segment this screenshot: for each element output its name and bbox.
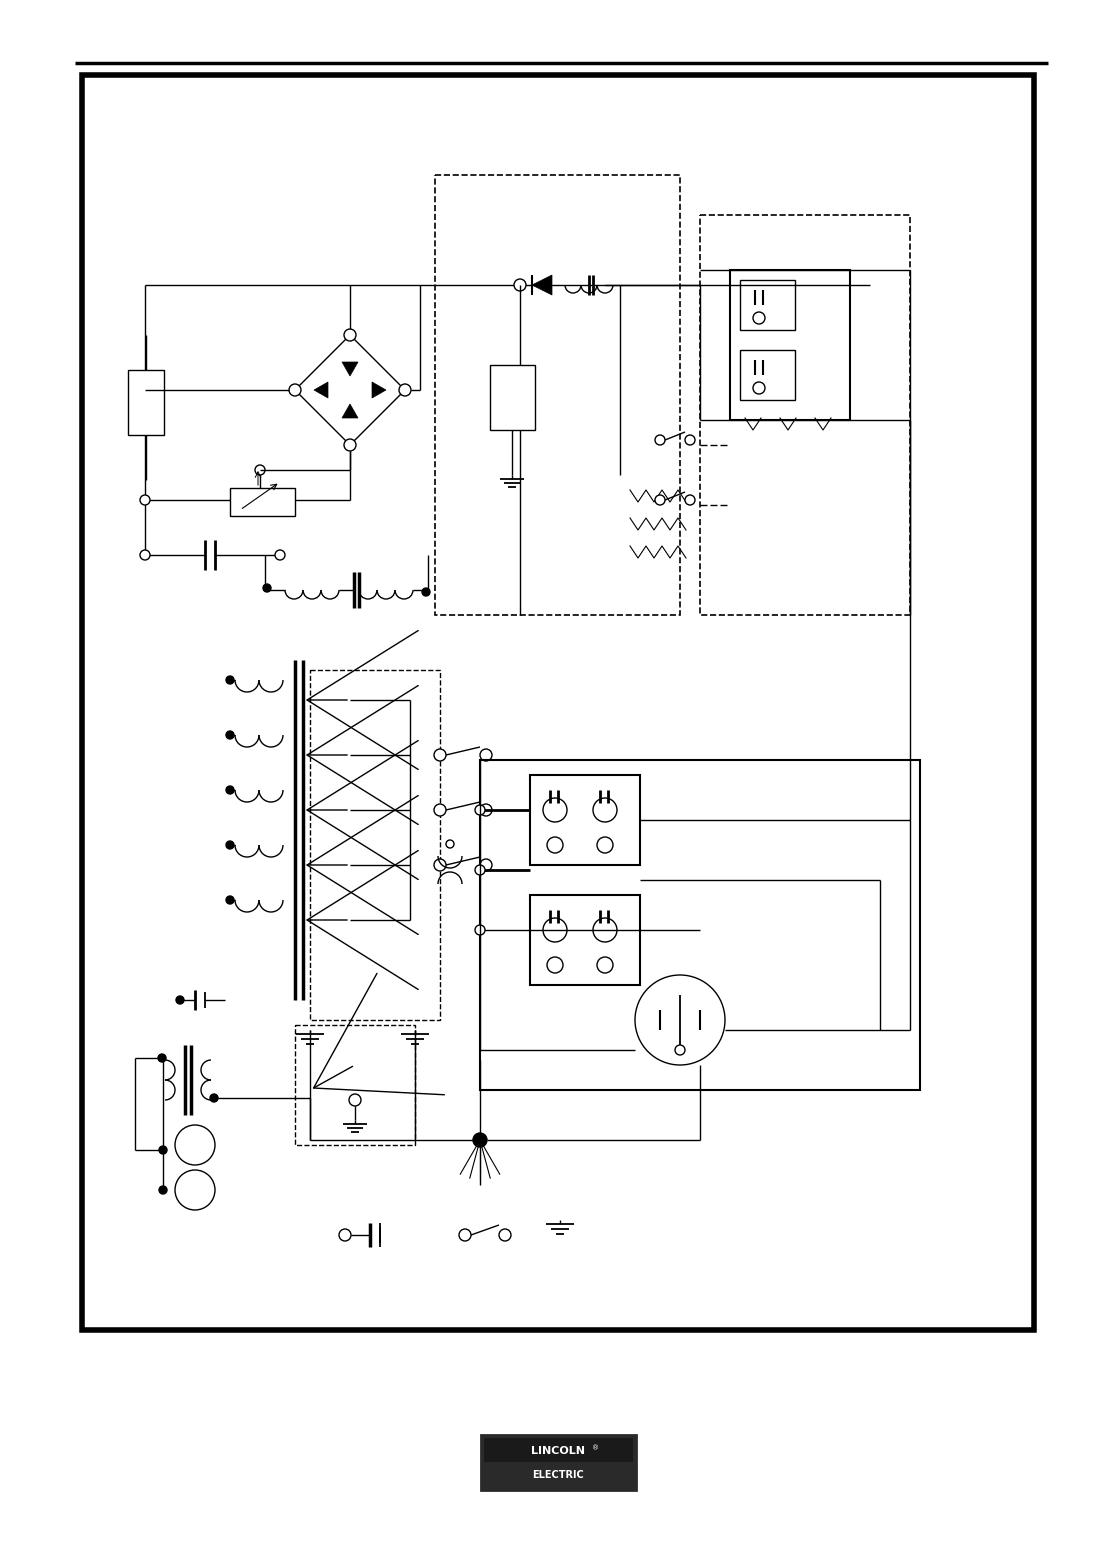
Polygon shape xyxy=(532,275,552,295)
Circle shape xyxy=(499,1228,511,1241)
Polygon shape xyxy=(372,382,386,399)
Bar xyxy=(81,76,1035,1330)
Bar xyxy=(480,760,920,1091)
Bar xyxy=(481,1435,636,1489)
Circle shape xyxy=(344,329,356,341)
Text: ®: ® xyxy=(593,1446,599,1452)
Circle shape xyxy=(685,436,695,445)
Polygon shape xyxy=(341,403,358,419)
Circle shape xyxy=(275,550,285,559)
Circle shape xyxy=(140,550,150,559)
Circle shape xyxy=(140,494,150,505)
Polygon shape xyxy=(314,382,328,399)
Circle shape xyxy=(349,1094,360,1106)
Circle shape xyxy=(210,1094,218,1102)
Text: ELECTRIC: ELECTRIC xyxy=(532,1469,584,1480)
Bar xyxy=(490,365,535,430)
Circle shape xyxy=(227,896,234,904)
Circle shape xyxy=(475,865,485,874)
Bar xyxy=(310,671,440,1020)
Bar xyxy=(295,1024,415,1145)
Circle shape xyxy=(480,803,492,816)
Bar xyxy=(740,351,795,400)
Bar xyxy=(230,488,295,516)
Circle shape xyxy=(514,280,526,290)
Circle shape xyxy=(289,385,301,396)
Circle shape xyxy=(459,1228,471,1241)
Circle shape xyxy=(339,1228,352,1241)
Circle shape xyxy=(254,465,264,474)
Circle shape xyxy=(176,997,184,1004)
Bar xyxy=(740,280,795,331)
Circle shape xyxy=(158,1146,167,1154)
Bar xyxy=(730,270,850,420)
Bar xyxy=(484,1438,633,1462)
Circle shape xyxy=(475,805,485,816)
Bar xyxy=(700,215,910,615)
Polygon shape xyxy=(341,362,358,375)
Circle shape xyxy=(480,749,492,762)
Circle shape xyxy=(434,749,446,762)
Circle shape xyxy=(480,859,492,871)
Circle shape xyxy=(158,1054,166,1061)
Circle shape xyxy=(227,786,234,794)
Bar xyxy=(530,895,639,986)
Bar xyxy=(435,175,680,615)
Circle shape xyxy=(655,436,665,445)
Circle shape xyxy=(434,803,446,816)
Circle shape xyxy=(475,925,485,935)
Circle shape xyxy=(344,439,356,451)
Circle shape xyxy=(473,1132,487,1146)
Circle shape xyxy=(675,1044,685,1055)
Circle shape xyxy=(422,589,430,596)
Circle shape xyxy=(227,677,234,684)
Circle shape xyxy=(655,494,665,505)
Bar xyxy=(128,369,164,436)
Circle shape xyxy=(158,1187,167,1194)
Bar xyxy=(530,776,639,865)
Circle shape xyxy=(434,859,446,871)
Circle shape xyxy=(263,584,271,592)
Circle shape xyxy=(685,494,695,505)
Circle shape xyxy=(227,840,234,850)
Text: LINCOLN: LINCOLN xyxy=(531,1446,585,1457)
Circle shape xyxy=(400,385,411,396)
Circle shape xyxy=(227,731,234,739)
